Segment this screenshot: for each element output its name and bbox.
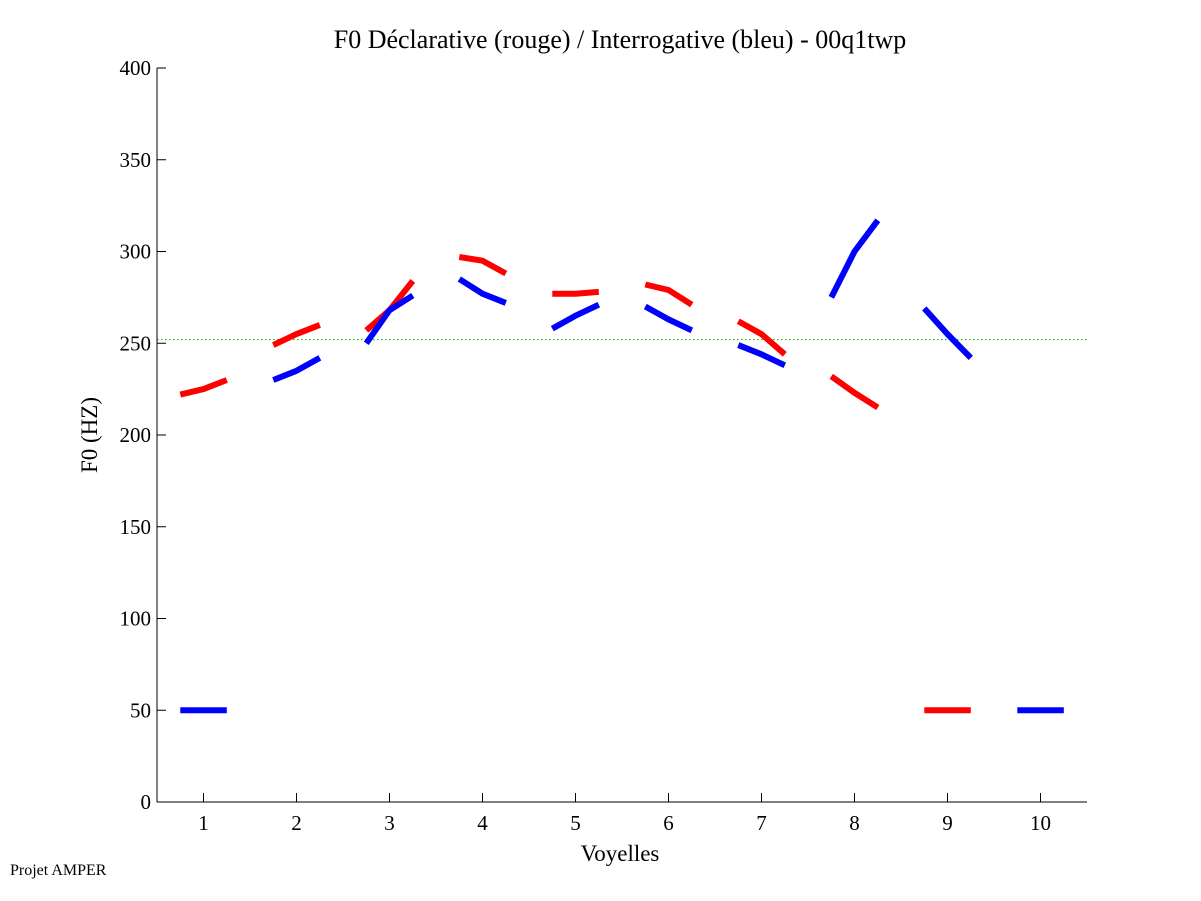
footer-credit: Projet AMPER [10,862,107,879]
series-2-segment-4 [457,276,507,306]
series-1-segment-1 [179,377,228,398]
x-tick-label: 8 [849,811,860,835]
series-1-segment-4 [458,254,508,277]
chart-title: F0 Déclarative (rouge) / Interrogative (… [334,25,907,54]
y-tick-label: 50 [130,698,151,722]
x-tick-label: 10 [1030,811,1051,835]
y-tick-label: 250 [120,331,152,355]
series-2-segment-8 [828,218,881,299]
x-tick-label: 6 [663,811,674,835]
series-1-segment-2 [272,322,321,348]
y-tick-label: 100 [120,607,152,631]
series-1-segment-5 [552,288,600,297]
y-tick-label: 150 [120,515,152,539]
series-1-segment-7 [736,318,787,357]
x-tick-label: 1 [198,811,209,835]
x-tick-label: 4 [477,811,488,835]
series-1-segment-6 [644,281,694,308]
x-tick-label: 3 [384,811,395,835]
y-tick-label: 0 [141,790,152,814]
series-2-segment-6 [643,303,694,334]
x-tick-label: 2 [291,811,302,835]
series-1-segment-8 [829,373,880,411]
x-tick-label: 7 [756,811,767,835]
x-tick-label: 9 [942,811,953,835]
series-2-segment-7 [737,342,787,369]
series-d-clarative [179,254,971,714]
series-interrogative [180,218,1064,714]
series-2-segment-9 [922,306,973,360]
x-tick-label: 5 [570,811,581,835]
y-tick-label: 400 [120,56,152,80]
y-tick-label: 300 [120,240,152,264]
y-tick-label: 200 [120,423,152,447]
x-axis-label: Voyelles [581,841,660,866]
series-2-segment-5 [550,301,601,332]
y-axis-label: F0 (HZ) [77,397,102,473]
series-1-segment-3 [364,279,416,333]
y-tick-label: 350 [120,148,152,172]
series-2-segment-3 [363,292,415,346]
series-2-segment-2 [272,355,322,383]
